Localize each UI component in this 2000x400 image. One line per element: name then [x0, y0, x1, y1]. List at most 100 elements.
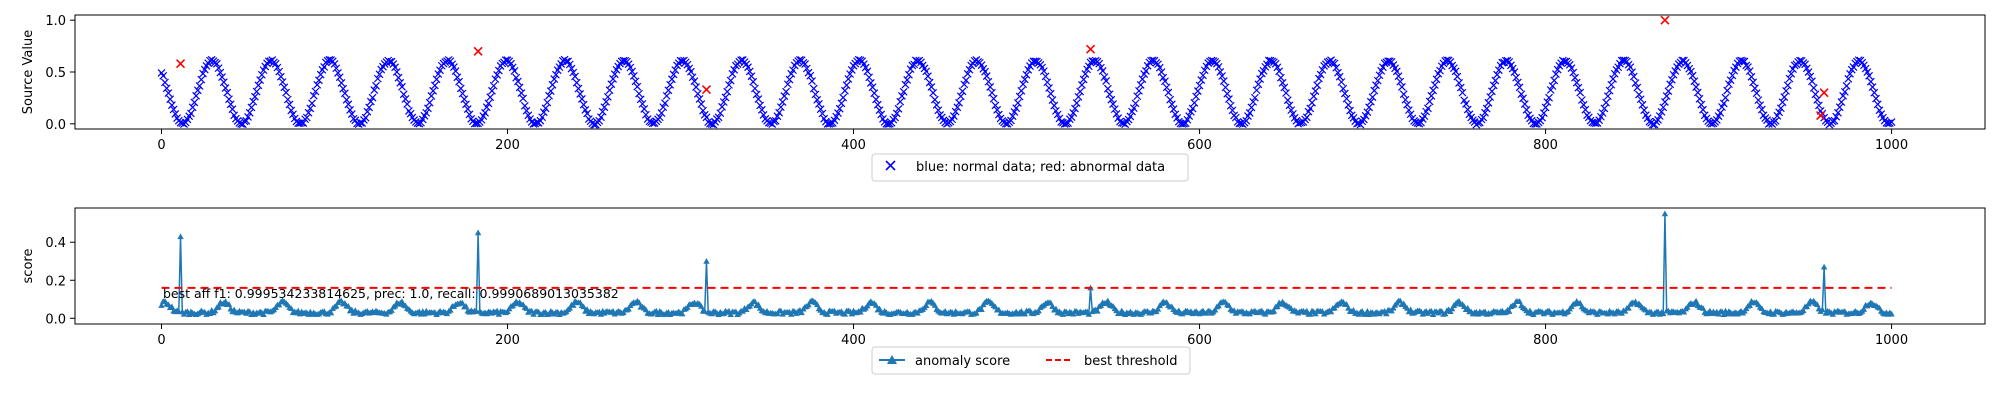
normal-point [546, 87, 555, 95]
normal-point [1193, 87, 1202, 95]
normal-point [965, 65, 974, 74]
score-marker [857, 308, 864, 315]
normal-point [344, 100, 353, 109]
normal-point [1050, 101, 1059, 110]
normal-point [1214, 62, 1223, 71]
normal-point [365, 103, 374, 112]
normal-point [602, 97, 611, 106]
normal-point [984, 77, 993, 86]
score-marker [679, 310, 686, 317]
normal-point [278, 78, 287, 86]
normal-point [583, 109, 592, 118]
normal-point [1076, 87, 1085, 96]
normal-point [1579, 100, 1588, 109]
normal-point [1541, 103, 1550, 112]
normal-point [197, 75, 206, 84]
x-tick-label: 400 [841, 138, 866, 153]
normal-point [1846, 69, 1854, 78]
normal-point [1839, 91, 1848, 100]
score-marker [570, 302, 577, 308]
normal-point [1071, 104, 1079, 113]
score-marker [1661, 210, 1669, 217]
normal-point [1740, 57, 1749, 66]
normal-point [425, 98, 434, 107]
normal-point [193, 86, 202, 95]
normal-point [462, 100, 470, 109]
normal-point [519, 94, 528, 103]
normal-point [162, 84, 171, 93]
score-marker [1770, 310, 1778, 317]
normal-point [1602, 98, 1611, 107]
normal-point [309, 91, 318, 100]
normal-point [802, 64, 811, 73]
normal-point [1456, 83, 1465, 92]
normal-point [590, 120, 598, 129]
normal-point [1690, 77, 1699, 86]
normal-point [1802, 64, 1811, 73]
normal-point [994, 110, 1003, 119]
normal-point [1339, 84, 1348, 93]
score-marker [345, 302, 352, 309]
normal-point [219, 78, 228, 87]
normal-point [251, 92, 259, 101]
normal-point [1406, 110, 1415, 119]
normal-point [1133, 92, 1142, 101]
normal-point [1252, 86, 1261, 95]
score-marker [1625, 304, 1632, 311]
normal-point [949, 112, 958, 121]
legend-bottom: anomaly score best threshold [871, 346, 1191, 375]
score-marker [1820, 263, 1828, 270]
normal-point [1716, 108, 1725, 117]
normal-point [1019, 80, 1028, 89]
normal-point [1719, 99, 1728, 108]
normal-point [283, 95, 292, 104]
normal-point [1247, 103, 1256, 112]
normal-point [671, 66, 680, 75]
normal-point [1671, 67, 1680, 75]
normal-point [171, 109, 180, 118]
normal-point [1062, 119, 1071, 128]
normal-point [932, 100, 941, 109]
normal-point [1043, 78, 1052, 87]
normal-point [982, 72, 991, 80]
normal-point [225, 95, 233, 104]
normal-point [930, 95, 939, 104]
normal-point [1399, 90, 1408, 99]
score-marker [1680, 308, 1688, 315]
score-marker [1021, 310, 1029, 317]
normal-point [1811, 90, 1820, 99]
normal-point [911, 56, 920, 65]
score-marker [1327, 308, 1335, 315]
normal-point [1662, 92, 1671, 100]
legend-swatch-anomaly-score [879, 355, 905, 364]
normal-point [1192, 92, 1201, 101]
normal-point [1081, 70, 1090, 78]
normal-point [538, 113, 547, 122]
normal-point [287, 106, 296, 115]
legend-top: blue: normal data; red: abnormal data [871, 153, 1189, 182]
normal-point [1169, 105, 1178, 113]
normal-point [686, 67, 695, 76]
score-marker [158, 302, 165, 308]
score-marker [788, 310, 795, 317]
score-marker [1888, 310, 1895, 317]
score-marker [805, 301, 812, 308]
normal-point [1782, 86, 1790, 95]
normal-point [539, 108, 548, 117]
normal-point [1185, 112, 1194, 120]
normal-point [1046, 89, 1055, 98]
normal-point [1330, 59, 1339, 68]
normal-point [1837, 98, 1846, 106]
normal-point [1306, 104, 1315, 113]
normal-point [896, 97, 905, 106]
x-tick-label: 200 [495, 138, 520, 153]
normal-point [1432, 75, 1441, 84]
normal-point [366, 97, 375, 106]
score-marker [1660, 310, 1667, 317]
normal-point [166, 95, 175, 104]
normal-point [1842, 81, 1851, 90]
normal-point [636, 95, 645, 104]
normal-point [1550, 76, 1559, 85]
normal-point [1308, 98, 1316, 107]
normal-point [1569, 68, 1578, 77]
